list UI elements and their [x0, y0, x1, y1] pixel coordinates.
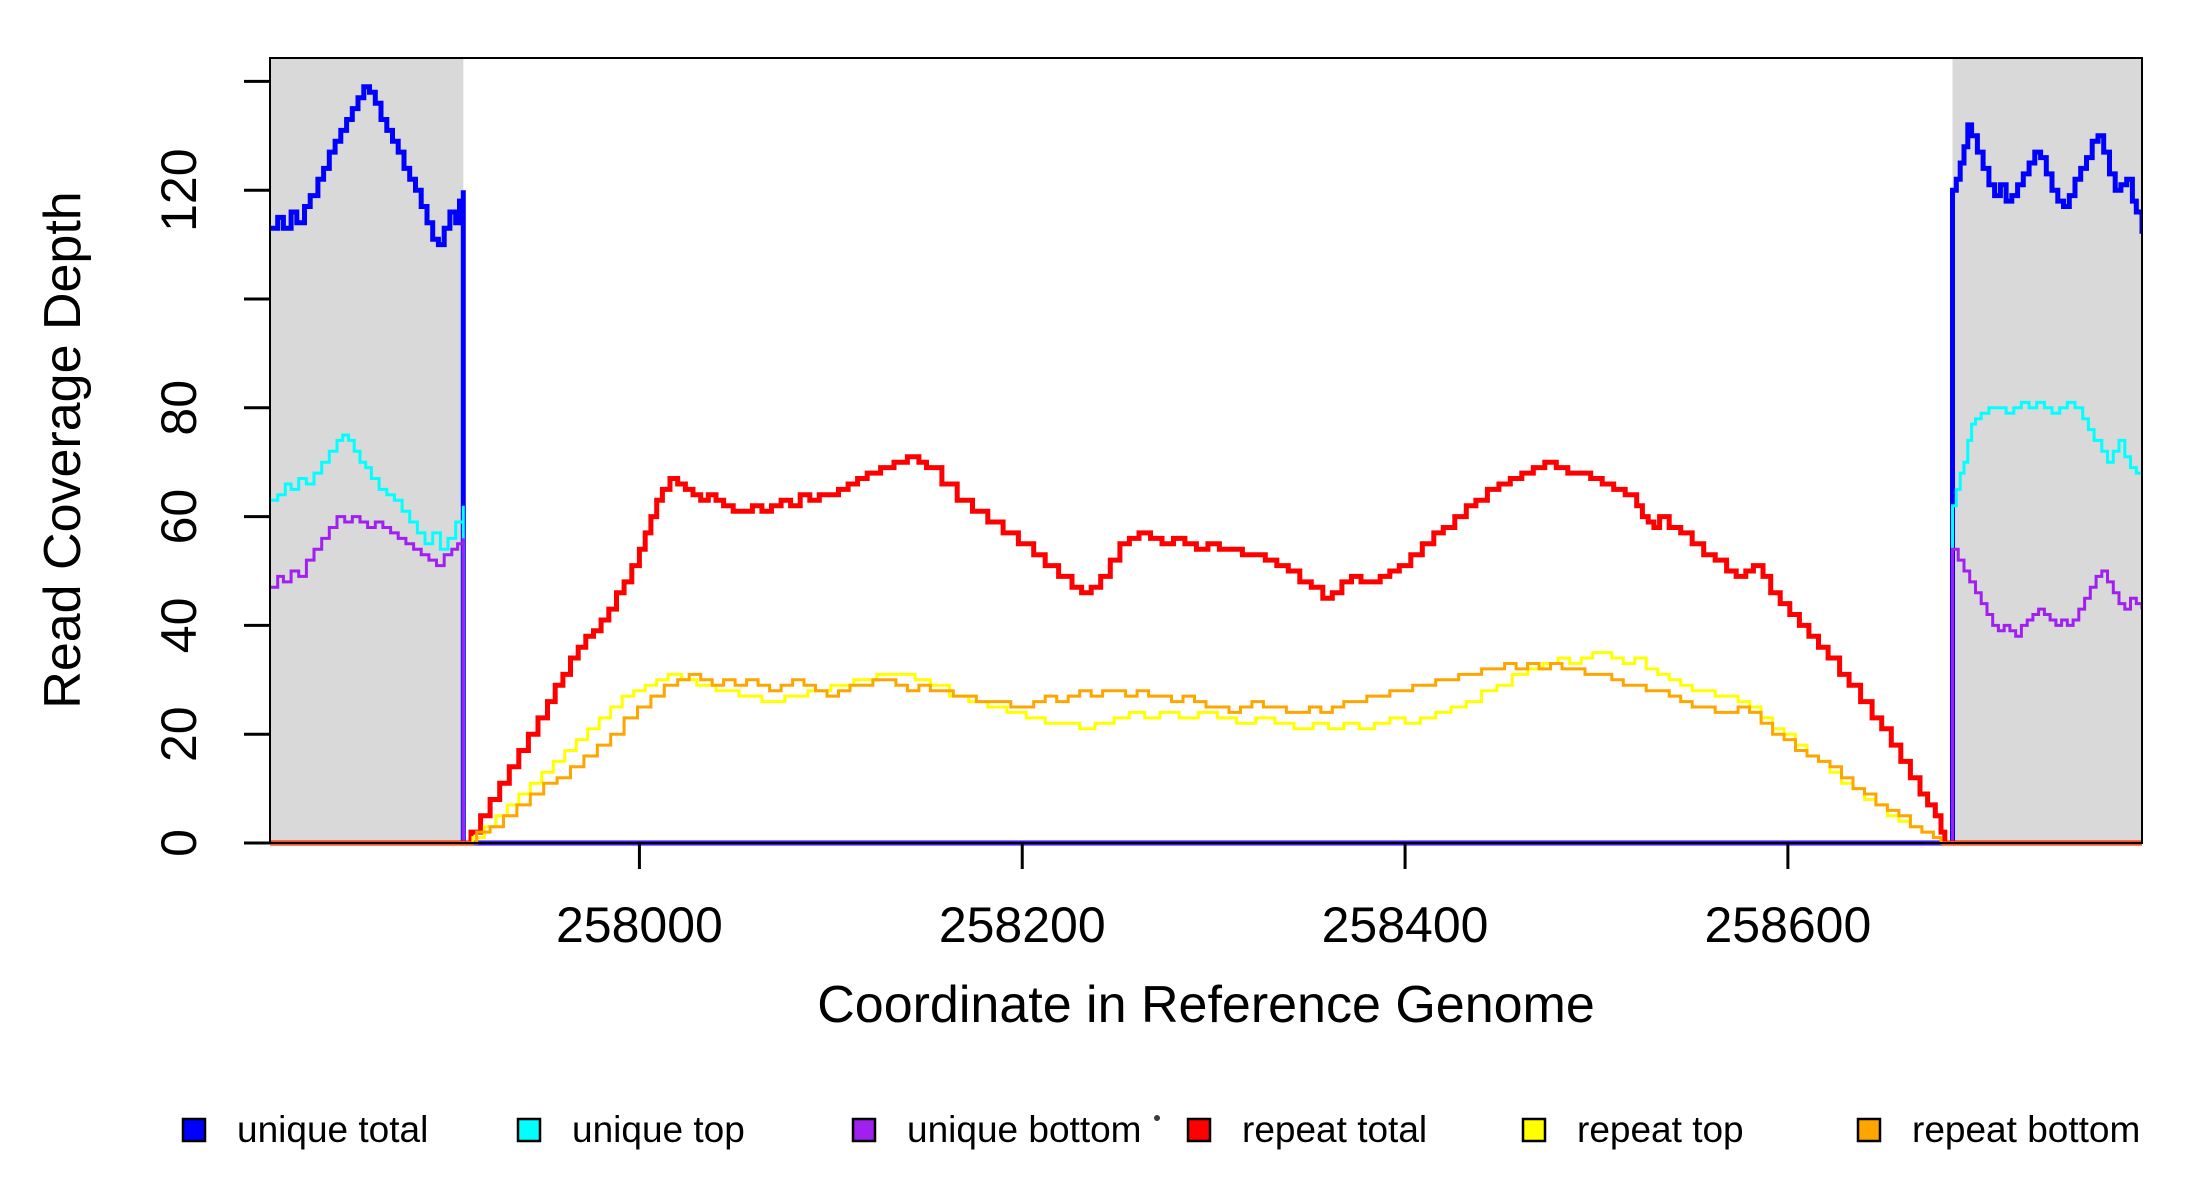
- legend-swatch-repeat-total: [1186, 1117, 1212, 1143]
- legend-swatch-unique-top: [516, 1117, 542, 1143]
- series-line-repeat-total: [270, 454, 2142, 846]
- x-tick-label: 258000: [556, 897, 723, 953]
- legend-swatch-repeat-bottom: [1856, 1117, 1882, 1143]
- y-tick-label: 80: [151, 380, 207, 436]
- legend-label-unique-total: unique total: [237, 1109, 428, 1150]
- legend-swatch-unique-total: [181, 1117, 207, 1143]
- x-tick-label: 258400: [1322, 897, 1489, 953]
- series-line-unique-bottom: [270, 515, 2142, 845]
- series-line-repeat-bottom: [270, 662, 2142, 845]
- x-axis-title: Coordinate in Reference Genome: [817, 976, 1595, 1034]
- y-tick-label: 20: [151, 706, 207, 762]
- y-tick-label: 0: [151, 829, 207, 857]
- x-tick-label: 258200: [939, 897, 1106, 953]
- series-line-repeat-top: [270, 651, 2142, 845]
- y-tick-label: 40: [151, 598, 207, 654]
- series-line-unique-total: [270, 84, 2142, 846]
- legend-label-repeat-total: repeat total: [1242, 1109, 1427, 1150]
- legend-label-unique-top: unique top: [572, 1109, 745, 1150]
- shaded-region: [270, 58, 464, 843]
- legend-label-repeat-bottom: repeat bottom: [1912, 1109, 2140, 1150]
- x-tick-label: 258600: [1704, 897, 1871, 953]
- plot-border: [269, 57, 2143, 844]
- series-line-unique-top: [270, 400, 2142, 845]
- shaded-region: [1952, 58, 2142, 843]
- series-group: [270, 84, 2142, 846]
- stray-dot-artifact: [1154, 1115, 1160, 1121]
- legend-swatch-repeat-top: [1521, 1117, 1547, 1143]
- legend-swatch-unique-bottom: [851, 1117, 877, 1143]
- legend-label-unique-bottom: unique bottom: [907, 1109, 1142, 1150]
- y-axis-title: Read Coverage Depth: [34, 191, 92, 708]
- y-tick-label: 120: [151, 148, 207, 231]
- y-tick-label: 60: [151, 489, 207, 545]
- legend-label-repeat-top: repeat top: [1577, 1109, 1744, 1150]
